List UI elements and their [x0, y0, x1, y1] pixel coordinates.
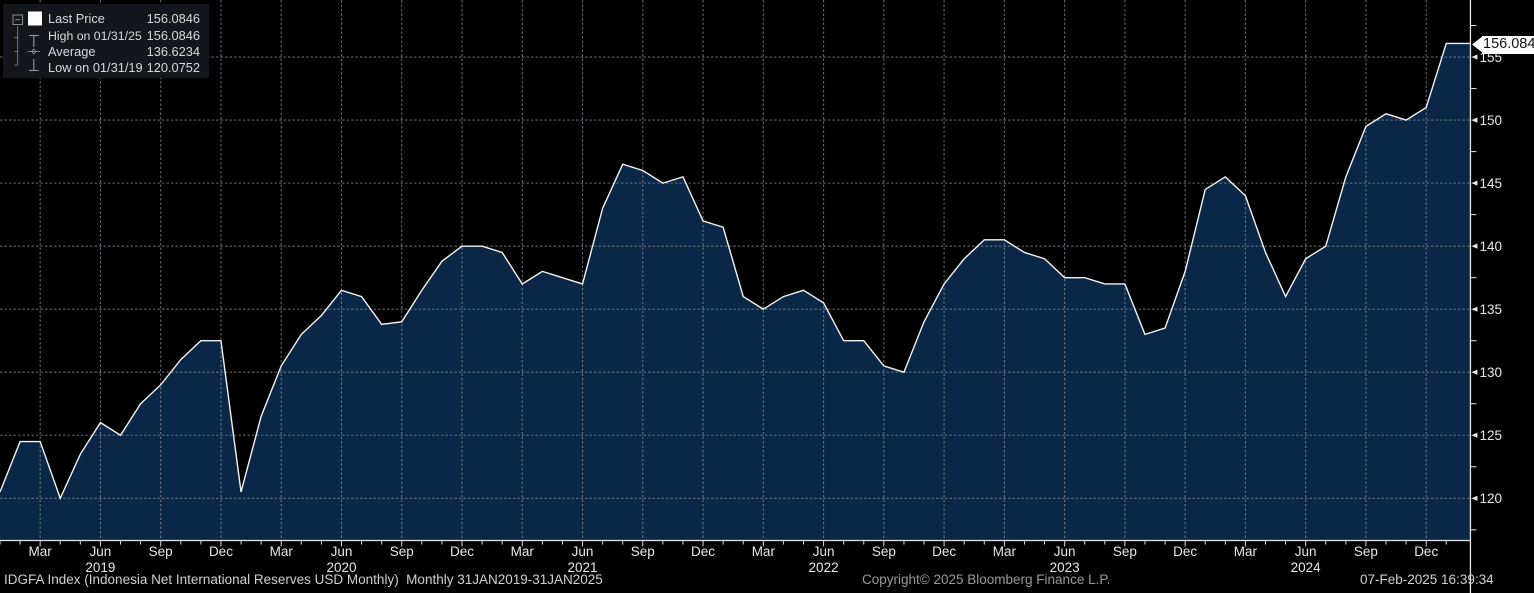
svg-text:Mar: Mar [993, 544, 1017, 559]
svg-text:120.0752: 120.0752 [147, 60, 200, 75]
svg-text:Mar: Mar [1234, 544, 1258, 559]
svg-text:Sep: Sep [390, 544, 414, 559]
svg-text:Dec: Dec [1173, 544, 1197, 559]
svg-text:150: 150 [1479, 113, 1502, 128]
svg-text:Sep: Sep [1113, 544, 1137, 559]
svg-text:2024: 2024 [1291, 560, 1322, 575]
svg-text:Dec: Dec [450, 544, 474, 559]
svg-text:Jun: Jun [1295, 544, 1317, 559]
svg-text:156.0846: 156.0846 [147, 28, 200, 43]
svg-text:130: 130 [1479, 365, 1502, 380]
svg-text:Sep: Sep [1354, 544, 1378, 559]
svg-text:Mar: Mar [511, 544, 535, 559]
svg-text:Sep: Sep [631, 544, 655, 559]
svg-text:120: 120 [1479, 491, 1502, 506]
svg-text:Sep: Sep [149, 544, 173, 559]
svg-text:Sep: Sep [872, 544, 896, 559]
svg-text:Dec: Dec [691, 544, 715, 559]
svg-text:Jun: Jun [90, 544, 112, 559]
svg-text:Jun: Jun [813, 544, 835, 559]
svg-text:Dec: Dec [932, 544, 956, 559]
svg-text:Average: Average [48, 44, 95, 59]
svg-text:156.0846: 156.0846 [147, 11, 200, 26]
svg-text:Dec: Dec [209, 544, 233, 559]
svg-text:High on 01/31/25: High on 01/31/25 [48, 29, 142, 43]
svg-text:136.6234: 136.6234 [147, 44, 200, 59]
svg-text:Jun: Jun [331, 544, 353, 559]
svg-text:Last Price: Last Price [48, 11, 105, 26]
svg-text:Dec: Dec [1414, 544, 1438, 559]
svg-text:Jun: Jun [1054, 544, 1076, 559]
svg-text:125: 125 [1479, 428, 1502, 443]
svg-text:2022: 2022 [809, 560, 839, 575]
svg-text:Mar: Mar [752, 544, 776, 559]
svg-text:Mar: Mar [29, 544, 53, 559]
svg-text:Jun: Jun [572, 544, 594, 559]
svg-text:140: 140 [1479, 239, 1502, 254]
svg-text:Low on 01/31/19: Low on 01/31/19 [48, 60, 143, 75]
svg-text:145: 145 [1479, 176, 1502, 191]
svg-text:Mar: Mar [270, 544, 294, 559]
svg-text:135: 135 [1479, 302, 1502, 317]
